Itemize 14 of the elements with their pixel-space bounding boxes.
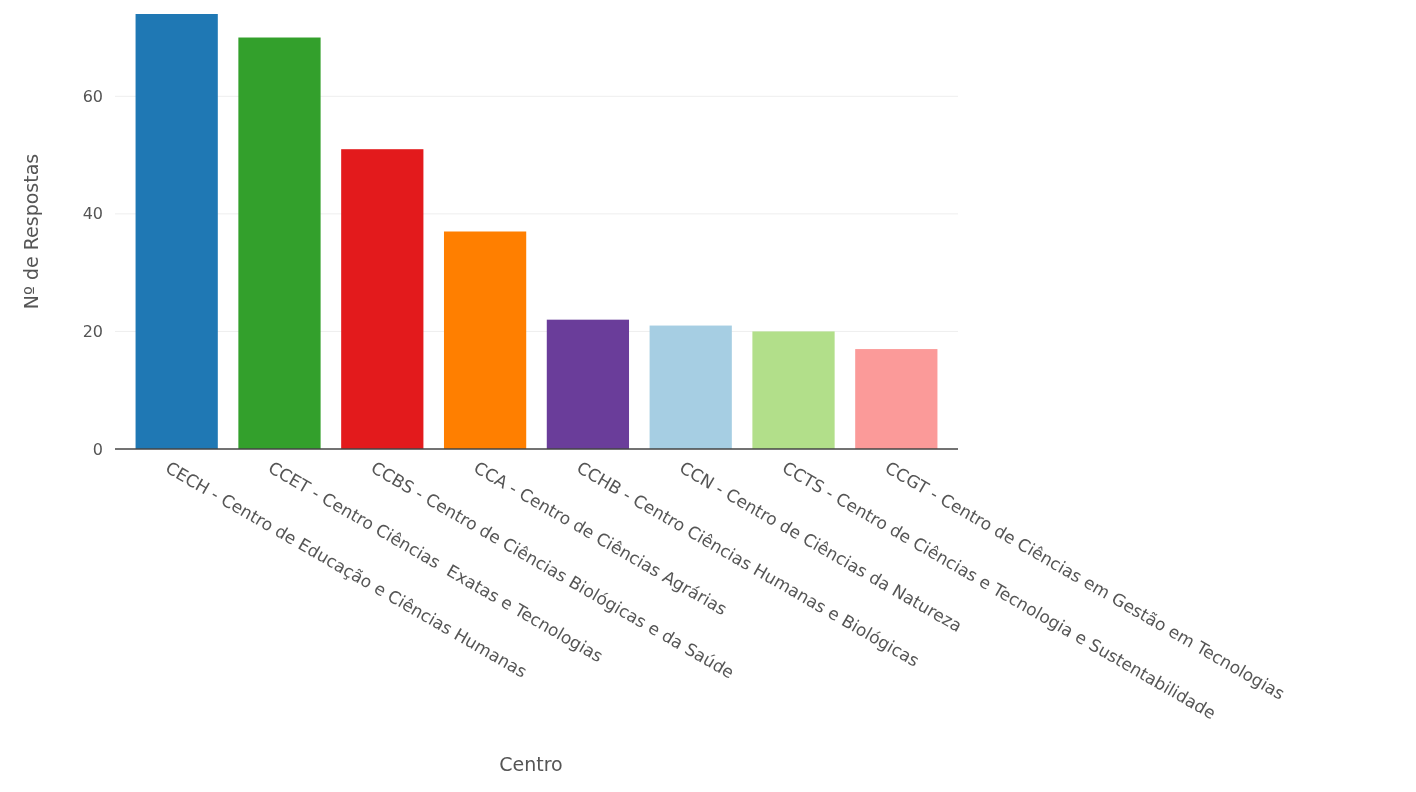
y-tick-label: 20 (82, 322, 103, 342)
bar (443, 231, 527, 449)
y-tick-label: 40 (82, 204, 103, 224)
bar (855, 349, 938, 449)
y-axis-title: Nº de Respostas (20, 153, 42, 310)
bar (341, 149, 424, 449)
bar (238, 37, 321, 449)
bar (135, 14, 218, 449)
y-tick-label: 0 (92, 439, 103, 459)
bar (546, 319, 630, 449)
y-tick-label: 60 (82, 86, 103, 106)
bar (752, 331, 835, 449)
bar (649, 325, 732, 449)
x-axis-title: Centro (499, 753, 563, 775)
